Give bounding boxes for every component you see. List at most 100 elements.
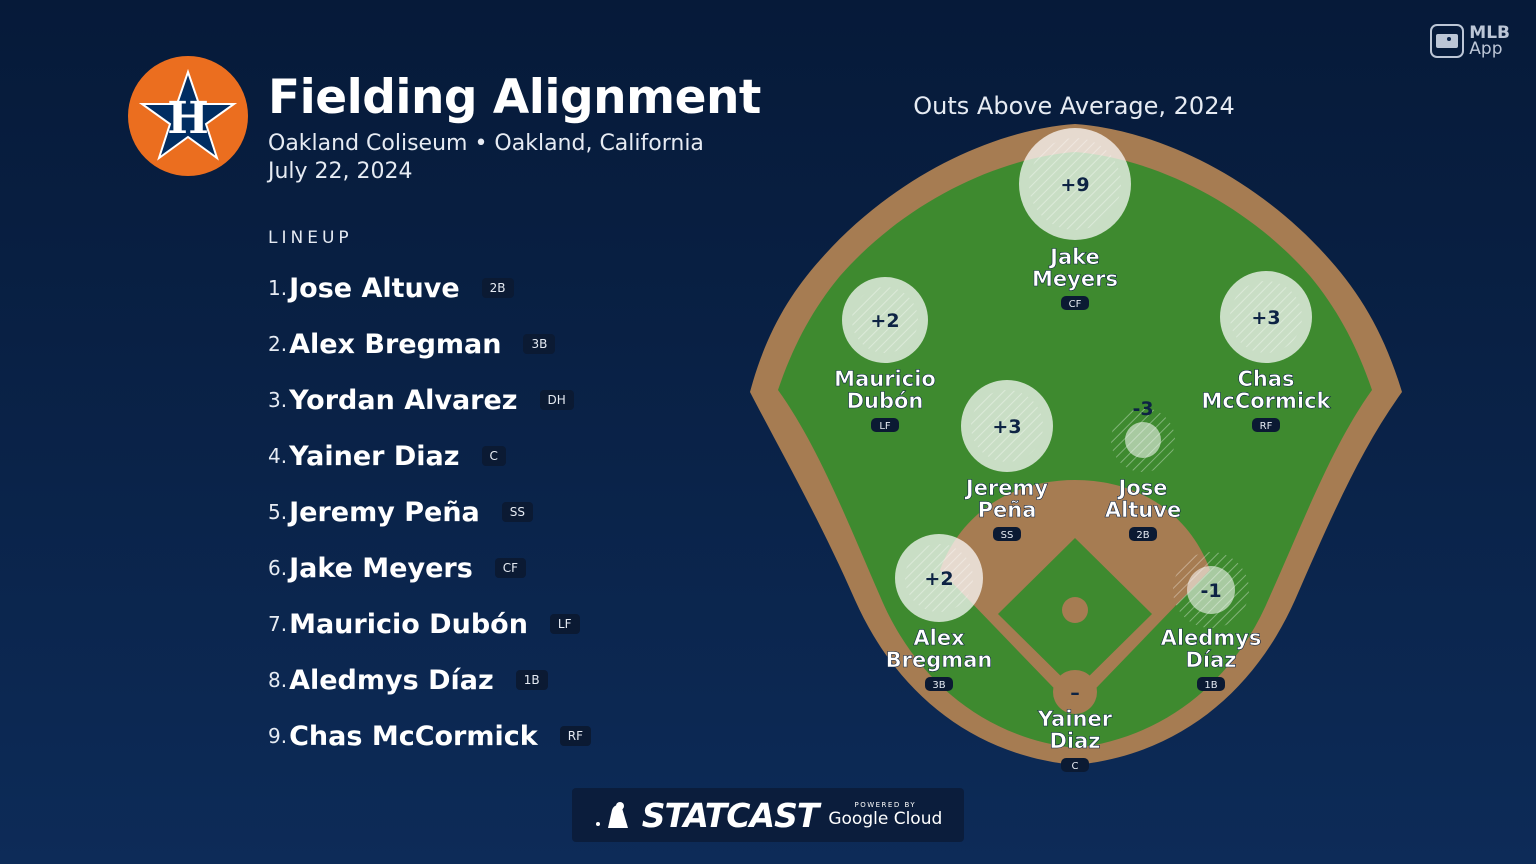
player-name: Yordan Alvarez bbox=[289, 384, 518, 416]
oaa-value: -3 bbox=[1132, 398, 1153, 420]
logo-letter: H bbox=[167, 93, 209, 144]
mlb-batter-icon bbox=[595, 802, 628, 828]
oaa-value: +3 bbox=[1251, 307, 1280, 329]
fielder-first-name: Alex bbox=[913, 626, 965, 650]
fielder-first-name: Jeremy bbox=[964, 476, 1049, 500]
game-date: July 22, 2024 bbox=[268, 159, 413, 184]
position-badge: LF bbox=[549, 614, 580, 634]
lineup-list: 1. Jose Altuve 2B 2. Alex Bregman 3B 3. Yordan … bbox=[268, 260, 591, 764]
google-cloud-label: Google Cloud bbox=[828, 809, 943, 829]
lineup-item: 4. Yainer Diaz C bbox=[268, 428, 591, 484]
lineup-item: 6. Jake Meyers CF bbox=[268, 540, 591, 596]
oaa-value: +3 bbox=[992, 416, 1021, 438]
lineup-number: 1. bbox=[268, 276, 288, 300]
fielder-last-name: Bregman bbox=[886, 648, 993, 672]
lineup-number: 8. bbox=[268, 668, 288, 692]
oaa-value: -1 bbox=[1200, 580, 1221, 602]
oaa-value: – bbox=[1070, 682, 1080, 704]
fielder-position-badge bbox=[1129, 527, 1157, 541]
fielder-last-name: Diaz bbox=[1049, 729, 1100, 753]
lineup-number: 5. bbox=[268, 500, 288, 524]
fielder-position: 1B bbox=[1204, 680, 1217, 691]
fielder-position-badge bbox=[1197, 677, 1225, 691]
mlb-logo-icon bbox=[1430, 24, 1465, 58]
lineup-item: 3. Yordan Alvarez DH bbox=[268, 372, 591, 428]
fielder-position-badge bbox=[993, 527, 1021, 541]
oaa-bubble bbox=[1125, 422, 1161, 458]
player-name: Jeremy Peña bbox=[289, 496, 480, 528]
position-badge: CF bbox=[494, 558, 527, 578]
lineup-item: 7. Mauricio Dubón LF bbox=[268, 596, 591, 652]
position-badge: SS bbox=[501, 502, 533, 522]
player-name: Jake Meyers bbox=[289, 552, 473, 584]
player-name: Mauricio Dubón bbox=[289, 608, 528, 640]
fielder-position: RF bbox=[1260, 421, 1273, 432]
fielder-position-badge bbox=[1252, 418, 1280, 432]
fielder-first-name: Chas bbox=[1237, 367, 1294, 391]
app-label: App bbox=[1469, 39, 1503, 59]
oaa-value: +2 bbox=[924, 568, 953, 590]
oaa-bubble-hatch bbox=[852, 287, 918, 353]
position-badge: C bbox=[481, 446, 506, 466]
oaa-bubble-hatch bbox=[971, 390, 1043, 462]
astros-logo: H bbox=[128, 56, 248, 176]
lineup-heading: LINEUP bbox=[268, 228, 353, 248]
fielder-last-name: Dubón bbox=[847, 389, 924, 413]
player-name: Jose Altuve bbox=[289, 272, 460, 304]
fielder-last-name: Díaz bbox=[1185, 648, 1236, 672]
oaa-value: +2 bbox=[870, 310, 899, 332]
fielder-last-name: Altuve bbox=[1105, 498, 1181, 522]
position-badge: 3B bbox=[523, 334, 556, 354]
oaa-bubble bbox=[1187, 566, 1235, 614]
player-name: Aledmys Díaz bbox=[289, 664, 494, 696]
field-title: Outs Above Average, 2024 bbox=[913, 92, 1235, 120]
fielder-position-badge bbox=[871, 418, 899, 432]
pitchers-mound bbox=[1062, 597, 1088, 623]
lineup-number: 9. bbox=[268, 724, 288, 748]
statcast-banner: STATCAST POWERED BY Google Cloud bbox=[572, 788, 964, 842]
fielder-position-badge bbox=[1061, 758, 1089, 772]
lineup-item: 2. Alex Bregman 3B bbox=[268, 316, 591, 372]
lineup-number: 4. bbox=[268, 444, 288, 468]
fielder-position: SS bbox=[1001, 530, 1014, 541]
lineup-item: 9. Chas McCormick RF bbox=[268, 708, 591, 764]
lineup-item: 8. Aledmys Díaz 1B bbox=[268, 652, 591, 708]
player-name: Alex Bregman bbox=[289, 328, 502, 360]
fielder-position: 3B bbox=[932, 680, 945, 691]
lineup-number: 3. bbox=[268, 388, 288, 412]
mlb-label: MLB bbox=[1469, 23, 1510, 43]
fielder-first-name: Aledmys bbox=[1161, 626, 1262, 650]
lineup-number: 7. bbox=[268, 612, 288, 636]
lineup-item: 1. Jose Altuve 2B bbox=[268, 260, 591, 316]
fielder-last-name: McCormick bbox=[1201, 389, 1331, 413]
fielder-last-name: Meyers bbox=[1032, 267, 1118, 291]
position-badge: 2B bbox=[481, 278, 514, 298]
oaa-value: +9 bbox=[1060, 174, 1089, 196]
position-badge: RF bbox=[559, 726, 591, 746]
fielder-first-name: Yainer bbox=[1037, 707, 1113, 731]
page-title: Fielding Alignment bbox=[268, 70, 761, 125]
lineup-number: 2. bbox=[268, 332, 288, 356]
home-plate-circle bbox=[1053, 670, 1097, 714]
oaa-bubble-hatch bbox=[1029, 138, 1121, 230]
statcast-wordmark: STATCAST bbox=[641, 795, 820, 835]
fielder-position-badge bbox=[1061, 296, 1089, 310]
fielder-first-name: Jose bbox=[1117, 476, 1168, 500]
fielder-position-badge bbox=[925, 677, 953, 691]
mlb-app-badge: MLB App bbox=[1430, 24, 1510, 58]
lineup-item: 5. Jeremy Peña SS bbox=[268, 484, 591, 540]
fielder-last-name: Peña bbox=[978, 498, 1037, 522]
fielder-position: CF bbox=[1069, 299, 1082, 310]
player-name: Chas McCormick bbox=[289, 720, 538, 752]
oaa-bubble-hatch bbox=[1230, 281, 1302, 353]
powered-by-label: POWERED BY bbox=[854, 801, 917, 809]
player-name: Yainer Diaz bbox=[289, 440, 460, 472]
